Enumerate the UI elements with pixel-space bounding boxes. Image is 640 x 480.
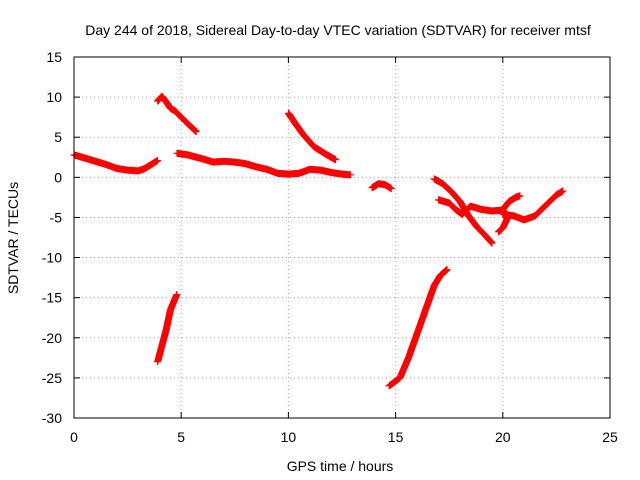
series-arc-9: [435, 196, 505, 218]
series-arc-2: [154, 92, 200, 136]
x-tick-label: 0: [70, 429, 78, 445]
x-tick-label: 5: [177, 429, 185, 445]
series-arc-5: [284, 109, 340, 164]
y-tick-label: -20: [42, 330, 62, 346]
x-tick-label: 20: [495, 429, 511, 445]
series-arc-11: [499, 187, 567, 224]
grid-lines: [74, 57, 610, 418]
x-tick-label: 10: [281, 429, 297, 445]
y-tick-label: -25: [42, 370, 62, 386]
plot-frame: [73, 56, 611, 419]
y-tick-label: -5: [50, 209, 63, 225]
series-arc-4: [173, 149, 355, 179]
series-arc-7: [385, 266, 451, 390]
axis-ticks: 0 5 10 15 20 25 -30 -25 -20 -15 -10 -5 0 5 10 15: [42, 49, 618, 445]
series-arc-6: [368, 180, 395, 193]
y-tick-label: -10: [42, 250, 62, 266]
y-tick-label: -15: [42, 290, 62, 306]
y-tick-label: 0: [54, 169, 62, 185]
x-tick-label: 15: [388, 429, 404, 445]
y-tick-label: -30: [42, 410, 62, 426]
series-arc-1: [70, 151, 162, 175]
series-arc-3: [154, 291, 181, 366]
chart-title: Day 244 of 2018, Sidereal Day-to-day VTE…: [85, 22, 591, 38]
y-tick-label: 10: [46, 89, 62, 105]
y-tick-label: 15: [46, 49, 62, 65]
y-tick-label: 5: [54, 129, 62, 145]
y-axis-label: SDTVAR / TECUs: [5, 182, 21, 294]
x-tick-label: 25: [602, 429, 618, 445]
x-axis-label: GPS time / hours: [287, 458, 394, 474]
